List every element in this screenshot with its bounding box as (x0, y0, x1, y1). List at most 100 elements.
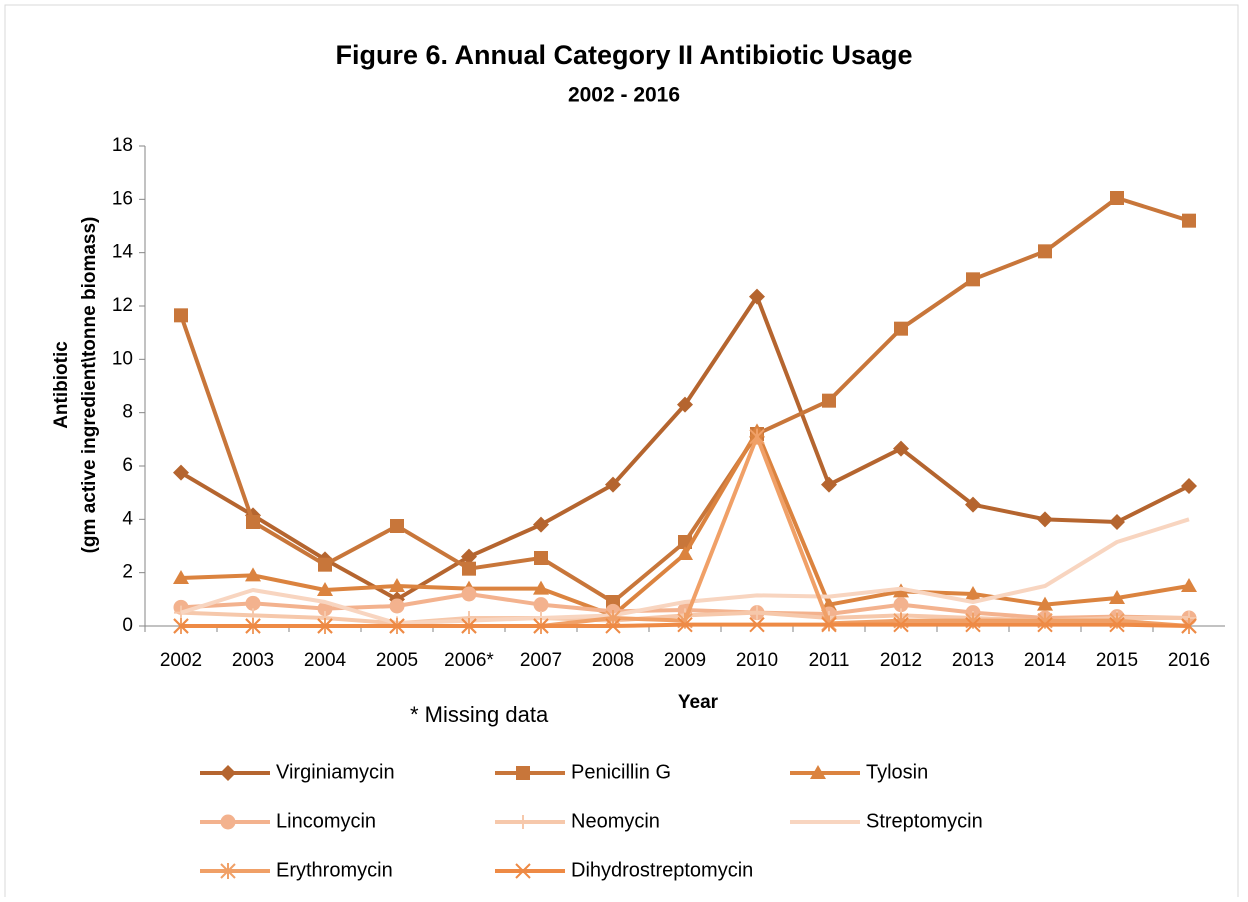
legend-item: Erythromycin (200, 859, 393, 881)
marker (390, 519, 404, 533)
y-tick-label: 10 (112, 348, 133, 369)
legend-label: Penicillin G (571, 761, 671, 783)
marker (173, 464, 189, 481)
x-tick-label: 2003 (232, 650, 274, 671)
marker (516, 815, 530, 829)
marker (677, 616, 693, 633)
marker (317, 582, 333, 596)
y-tick-label: 16 (112, 188, 133, 209)
marker (245, 567, 261, 582)
marker (389, 598, 405, 614)
x-tick-label: 2010 (736, 650, 778, 671)
marker (1110, 191, 1124, 205)
marker (965, 586, 981, 600)
marker (821, 616, 837, 633)
y-tick-label: 6 (122, 455, 133, 476)
legend-label: Neomycin (571, 810, 660, 832)
marker (605, 476, 621, 493)
series-line (180, 517, 1190, 626)
marker (1181, 618, 1197, 634)
y-axis-label: Antibiotic (51, 341, 72, 429)
marker (220, 765, 236, 781)
marker (1109, 514, 1125, 530)
marker (1109, 616, 1125, 633)
marker (173, 570, 189, 584)
annotation: * Missing data (410, 702, 549, 727)
marker (821, 476, 837, 493)
marker (677, 546, 693, 560)
y-tick-label: 4 (122, 508, 133, 529)
marker (533, 516, 549, 533)
marker (461, 586, 477, 602)
marker (389, 618, 405, 634)
marker (1037, 596, 1053, 611)
legend-item: Tylosin (790, 761, 928, 783)
x-tick-label: 2012 (880, 650, 922, 671)
marker (749, 616, 765, 633)
marker (749, 288, 765, 305)
marker (1109, 590, 1125, 604)
marker (174, 308, 188, 323)
legend-label: Tylosin (866, 761, 928, 783)
x-tick-label: 2011 (809, 650, 850, 671)
marker (965, 496, 981, 513)
x-tick-label: 2008 (592, 650, 634, 671)
legend-item: Penicillin G (495, 761, 671, 783)
legend-label: Lincomycin (276, 810, 376, 832)
chart-title: Figure 6. Annual Category II Antibiotic … (335, 40, 912, 70)
marker (461, 618, 477, 634)
x-axis-label: Year (678, 692, 719, 713)
marker (318, 557, 332, 572)
x-tick-label: 2005 (376, 650, 418, 671)
marker (1182, 213, 1196, 228)
marker (822, 393, 836, 408)
marker (893, 616, 909, 633)
marker (515, 863, 531, 879)
marker (1037, 511, 1053, 528)
legend-item: Dihydrostreptomycin (495, 859, 753, 881)
chart-subtitle: 2002 - 2016 (568, 84, 680, 107)
legend-item: Streptomycin (790, 810, 983, 832)
legend-label: Erythromycin (276, 859, 393, 881)
x-tick-label: 2015 (1096, 650, 1138, 671)
y-tick-label: 14 (112, 242, 134, 263)
marker (220, 863, 236, 879)
marker (245, 618, 261, 634)
marker (965, 616, 981, 633)
chart-frame (4, 4, 1239, 897)
x-tick-label: 2016 (1168, 650, 1210, 671)
marker (1181, 478, 1197, 494)
x-tick-label: 2013 (952, 650, 994, 671)
y-tick-label: 2 (122, 562, 133, 583)
series-line (181, 434, 1190, 628)
marker (1181, 578, 1197, 592)
marker (220, 814, 236, 830)
x-tick-label: 2004 (304, 650, 347, 671)
marker (966, 272, 980, 287)
marker (516, 766, 530, 780)
y-tick-label: 12 (112, 295, 133, 316)
marker (462, 561, 476, 576)
marker (605, 618, 621, 634)
marker (749, 428, 765, 445)
marker (173, 618, 189, 634)
marker (389, 578, 405, 592)
marker (533, 580, 549, 595)
x-tick-label: 2006* (444, 650, 494, 671)
legend-item: Neomycin (495, 810, 660, 832)
legend-label: Virginiamycin (276, 761, 395, 783)
marker (317, 618, 333, 634)
marker (1037, 616, 1053, 633)
legend-item: Lincomycin (200, 810, 376, 832)
marker (810, 765, 826, 779)
y-tick-label: 8 (122, 402, 133, 423)
marker (533, 597, 549, 613)
marker (893, 440, 909, 457)
marker (533, 618, 549, 634)
legend-item: Virginiamycin (200, 761, 395, 783)
marker (750, 605, 764, 620)
legend-label: Dihydrostreptomycin (571, 859, 753, 881)
marker (894, 321, 908, 336)
x-tick-label: 2009 (664, 650, 706, 671)
